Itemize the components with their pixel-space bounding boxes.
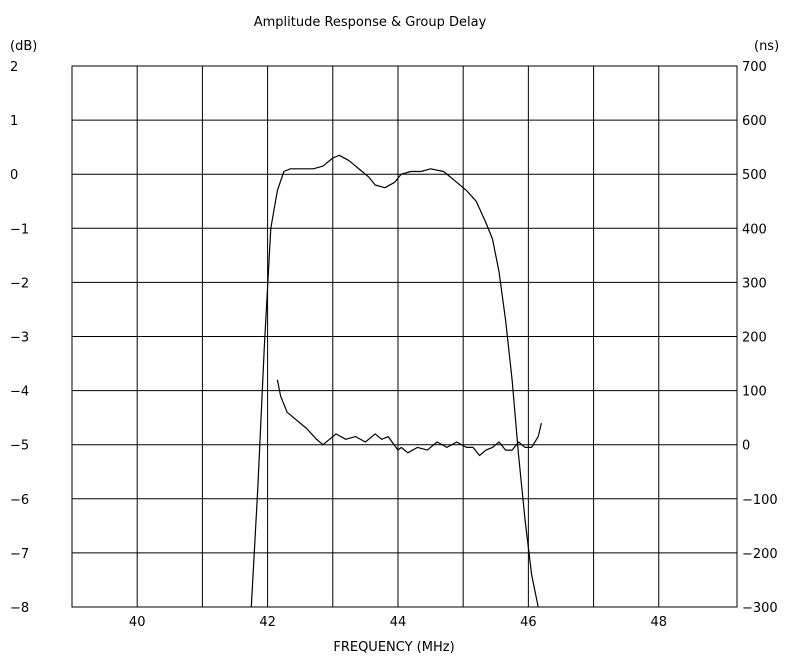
- y-right-tick-label: 100: [742, 385, 767, 400]
- y-right-axis: 700 600 500 400 300 200 100 0 −100 −200 −300: [742, 60, 778, 616]
- y-right-tick-label: 0: [742, 439, 750, 454]
- series-lines: [250, 154, 542, 608]
- y-right-tick-label: −100: [742, 493, 778, 508]
- x-tick-label: 46: [520, 615, 537, 630]
- y-right-tick-label: 400: [742, 222, 767, 237]
- y-right-tick-label: 200: [742, 331, 767, 346]
- group-delay-line: [276, 379, 542, 457]
- y-left-axis: 2 1 0 −1 −2 −3 −4 −5 −6 −7 −8: [10, 60, 29, 616]
- y-left-tick-label: −1: [10, 222, 29, 237]
- y-left-tick-label: −4: [10, 385, 29, 400]
- y-left-unit-label: (dB): [10, 39, 37, 54]
- x-tick-label: 44: [390, 615, 407, 630]
- y-left-tick-label: −3: [10, 331, 29, 346]
- y-right-unit-label: (ns): [754, 39, 779, 54]
- y-right-tick-label: 500: [742, 168, 767, 183]
- x-tick-label: 42: [259, 615, 276, 630]
- x-tick-label: 48: [650, 615, 667, 630]
- plot-area: [71, 65, 738, 608]
- plot-grid: [71, 65, 738, 608]
- y-left-tick-label: 0: [10, 168, 18, 183]
- x-tick-label: 40: [129, 615, 146, 630]
- y-left-tick-label: −7: [10, 547, 29, 562]
- y-right-tick-label: 300: [742, 276, 767, 291]
- y-left-tick-label: 2: [10, 60, 18, 75]
- amplitude-line: [250, 154, 539, 608]
- y-left-tick-label: −5: [10, 439, 29, 454]
- x-axis: 40 42 44 46 48: [129, 615, 667, 630]
- x-axis-label: FREQUENCY (MHz): [333, 640, 454, 655]
- y-left-tick-label: −2: [10, 276, 29, 291]
- y-right-tick-label: 600: [742, 114, 767, 129]
- y-right-tick-label: −300: [742, 601, 778, 616]
- chart-title: Amplitude Response & Group Delay: [254, 15, 487, 30]
- y-left-tick-label: 1: [10, 114, 18, 129]
- y-left-tick-label: −8: [10, 601, 29, 616]
- y-left-tick-label: −6: [10, 493, 29, 508]
- y-right-tick-label: 700: [742, 60, 767, 75]
- y-right-tick-label: −200: [742, 547, 778, 562]
